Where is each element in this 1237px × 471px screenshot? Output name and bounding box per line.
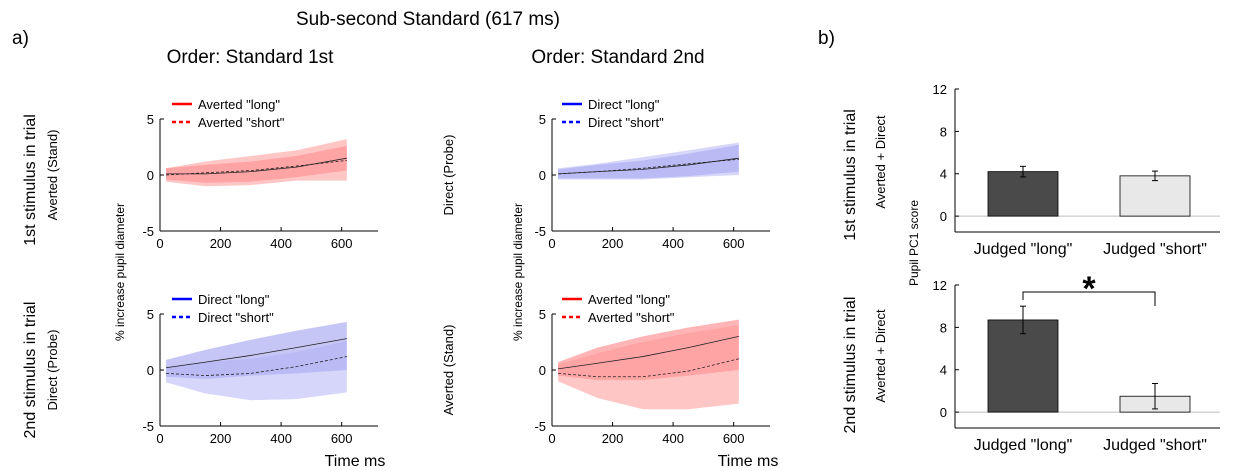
significance-bracket <box>1022 291 1156 306</box>
ci-band <box>558 319 739 381</box>
y-tick-label: -5 <box>534 419 546 434</box>
x-tick-label: 200 <box>602 431 624 446</box>
mean-line-short <box>558 158 739 175</box>
ci-band <box>558 144 739 179</box>
x-tick-label: 0 <box>156 236 163 251</box>
pc1-bar-chart-1: 0 4 8 12 Judged "long" Judged "short" Averted … <box>873 82 1220 258</box>
pupil-ylabel-left: % increase pupil diameter <box>113 203 127 341</box>
x-tick-label: 200 <box>210 431 232 446</box>
x-tick-label: 200 <box>210 236 232 251</box>
condition-ylabel: Direct (Probe) <box>45 330 60 411</box>
mean-line-long <box>165 338 347 369</box>
condition-ylabel: Direct (Probe) <box>441 135 456 216</box>
condition-ylabel: Averted (Stand) <box>441 325 456 416</box>
category-label: Judged "short" <box>1103 437 1207 454</box>
legend-label: Averted "long" <box>198 97 280 112</box>
legend-label: Direct "short" <box>588 115 664 130</box>
condition-ylabel: Averted + Direct <box>873 309 888 403</box>
legend-label: Averted "short" <box>198 115 285 130</box>
bar <box>987 171 1059 217</box>
time-xlabel-right: Time ms <box>718 453 779 470</box>
y-tick-label: 4 <box>940 167 947 182</box>
y-tick-label: -5 <box>142 224 154 239</box>
x-tick-label: 400 <box>270 431 292 446</box>
panel-b-label: b) <box>818 28 835 49</box>
x-tick-label: 0 <box>548 431 555 446</box>
bar <box>1119 175 1191 217</box>
pupil-ylabel-right: % increase pupil diameter <box>511 203 525 341</box>
x-tick-label: 400 <box>662 236 684 251</box>
row-1-label: 1st stimulus in trial <box>22 114 39 246</box>
category-label: Judged "long" <box>974 437 1073 454</box>
y-tick-label: 0 <box>147 168 154 183</box>
x-tick-label: 400 <box>662 431 684 446</box>
significance-marker: * <box>1082 270 1096 308</box>
legend-label: Direct "long" <box>588 97 660 112</box>
x-tick-label: 600 <box>723 431 745 446</box>
ci-band <box>166 321 347 379</box>
legend-label: Direct "long" <box>198 292 270 307</box>
order-1-title: Order: Standard 1st <box>167 47 335 68</box>
x-tick-label: 600 <box>331 236 353 251</box>
y-tick-label: 5 <box>147 112 154 127</box>
y-tick-label: 8 <box>940 320 947 335</box>
mean-line-long <box>557 336 739 370</box>
y-tick-label: 5 <box>147 307 154 322</box>
y-tick-label: 0 <box>147 363 154 378</box>
figure-title: Sub-second Standard (617 ms) <box>296 9 560 30</box>
b-row-1-label: 1st stimulus in trial <box>842 109 859 241</box>
pc1-bar-chart-2: 0 4 8 12 Judged "long" Judged "short" Averted … <box>873 270 1220 454</box>
y-tick-label: -5 <box>142 419 154 434</box>
x-tick-label: 0 <box>156 431 163 446</box>
y-tick-label: 5 <box>539 112 546 127</box>
row-2-label: 2nd stimulus in trial <box>22 302 39 439</box>
legend-label: Direct "short" <box>198 310 274 325</box>
condition-ylabel: Averted + Direct <box>873 115 888 209</box>
x-tick-label: 600 <box>723 236 745 251</box>
mean-line-short <box>558 358 739 378</box>
y-tick-label: 0 <box>940 209 947 224</box>
time-xlabel-left: Time ms <box>325 453 386 470</box>
b-row-2-label: 2nd stimulus in trial <box>842 297 859 434</box>
legend-label: Averted "short" <box>588 310 675 325</box>
bar <box>987 319 1059 413</box>
x-tick-label: 600 <box>331 431 353 446</box>
x-tick-label: 0 <box>548 236 555 251</box>
order-2-title: Order: Standard 2nd <box>531 47 704 68</box>
x-tick-label: 400 <box>270 236 292 251</box>
category-label: Judged "short" <box>1103 241 1207 258</box>
y-tick-label: 12 <box>933 278 947 293</box>
category-label: Judged "long" <box>974 241 1073 258</box>
condition-ylabel: Averted (Stand) <box>45 130 60 221</box>
y-tick-label: 12 <box>933 82 947 97</box>
y-tick-label: 0 <box>940 405 947 420</box>
y-tick-label: 5 <box>539 307 546 322</box>
y-tick-label: 8 <box>940 124 947 139</box>
y-tick-label: 0 <box>539 363 546 378</box>
legend-label: Averted "long" <box>588 292 670 307</box>
x-tick-label: 200 <box>602 236 624 251</box>
y-tick-label: 4 <box>940 363 947 378</box>
mean-line-short <box>166 356 347 377</box>
y-tick-label: -5 <box>534 224 546 239</box>
pc1-ylabel: Pupil PC1 score <box>907 200 921 286</box>
y-tick-label: 0 <box>539 168 546 183</box>
mean-line-short <box>166 160 347 176</box>
panel-a-label: a) <box>12 28 29 49</box>
